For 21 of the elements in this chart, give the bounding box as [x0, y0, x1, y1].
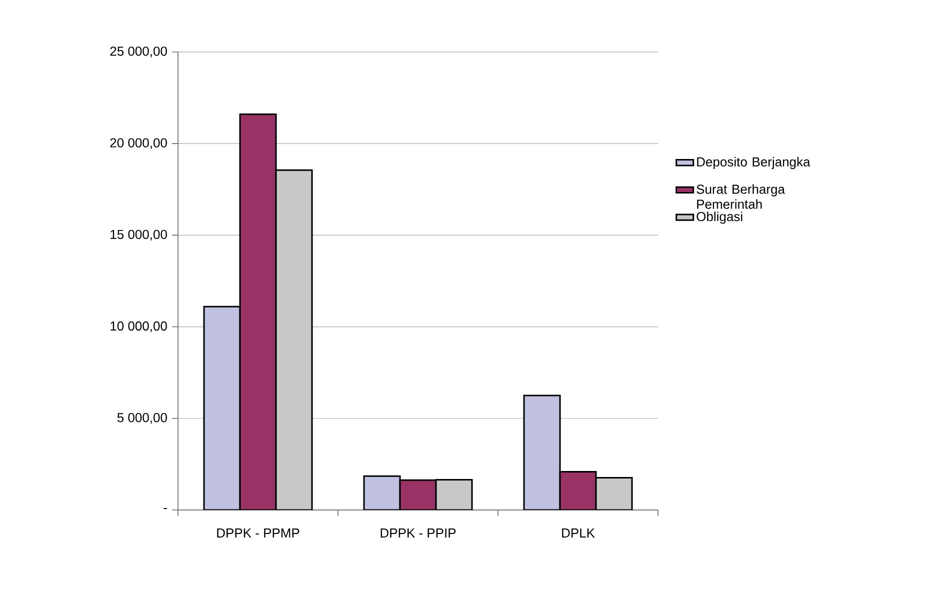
legend-label: Obligasi [696, 212, 742, 224]
bar [523, 394, 561, 510]
bar [363, 475, 401, 510]
y-tick-label: 20 000,00 [110, 138, 167, 149]
y-tick-label: 25 000,00 [110, 46, 167, 58]
legend-label: Surat Berharga Pemerintah [696, 184, 785, 209]
x-tick-label: DPPK - PPIP [380, 528, 456, 538]
bar [239, 114, 277, 510]
y-tick-label: 10 000,00 [110, 321, 167, 332]
y-tick-label: 5 000,00 [117, 413, 167, 424]
bar [275, 169, 313, 510]
y-tick-label: 15 000,00 [110, 230, 167, 241]
bar [559, 470, 597, 510]
bar [203, 306, 241, 510]
x-tick-label: DPPK - PPMP [217, 528, 300, 538]
legend-label: Deposito Berjangka [697, 156, 810, 170]
y-tick-label: - [164, 508, 167, 510]
x-tick-label: DPLK [562, 528, 595, 538]
bar [435, 479, 473, 510]
bar [399, 479, 437, 510]
bar [595, 476, 633, 510]
